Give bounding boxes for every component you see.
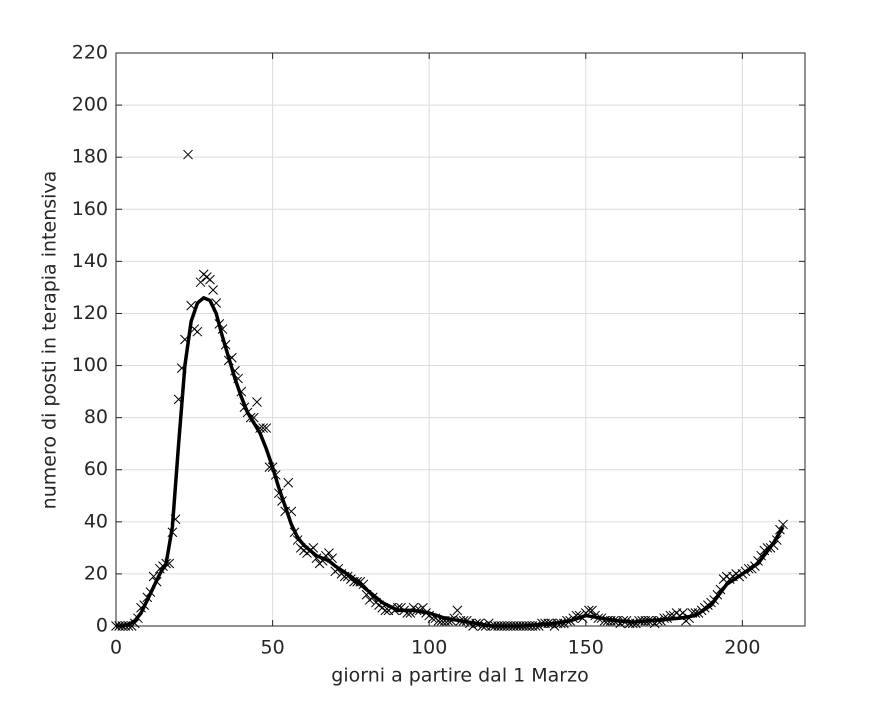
line [116, 296, 785, 628]
marker [283, 477, 294, 488]
y-tick-label: 160 [72, 198, 108, 220]
marker [195, 277, 206, 288]
y-tick-label: 20 [84, 562, 108, 584]
y-tick-label: 0 [96, 615, 108, 637]
x-tick-label: 0 [110, 637, 122, 659]
marker [208, 285, 218, 295]
x-axis-label: giorni a partire dal 1 Marzo [331, 665, 588, 687]
marker [252, 397, 262, 407]
marker [261, 423, 272, 433]
marker [205, 274, 215, 285]
marker [183, 149, 193, 160]
marker [452, 605, 463, 616]
y-tick-label: 220 [72, 42, 108, 64]
y-tick-label: 40 [84, 510, 108, 532]
y-axis-label: numero di posti in terapia intensiva [39, 171, 61, 510]
marker [584, 605, 594, 616]
y-tick-label: 120 [72, 302, 108, 324]
marker [778, 519, 788, 530]
x-tick-label: 150 [568, 637, 604, 659]
marker [324, 548, 334, 558]
marker [129, 618, 140, 629]
x-tick-label: 100 [411, 637, 447, 659]
y-tick-label: 100 [72, 354, 108, 376]
plot-frame [115, 52, 806, 627]
marker [192, 326, 203, 337]
y-tick-label: 200 [72, 94, 108, 116]
y-tick-label: 60 [84, 458, 108, 480]
y-tick-label: 140 [72, 250, 108, 272]
y-tick-label: 80 [84, 406, 108, 428]
y-tick-label: 180 [72, 146, 108, 168]
x-tick-label: 50 [260, 637, 284, 659]
x-tick-label: 200 [724, 637, 760, 659]
marker [587, 605, 597, 616]
